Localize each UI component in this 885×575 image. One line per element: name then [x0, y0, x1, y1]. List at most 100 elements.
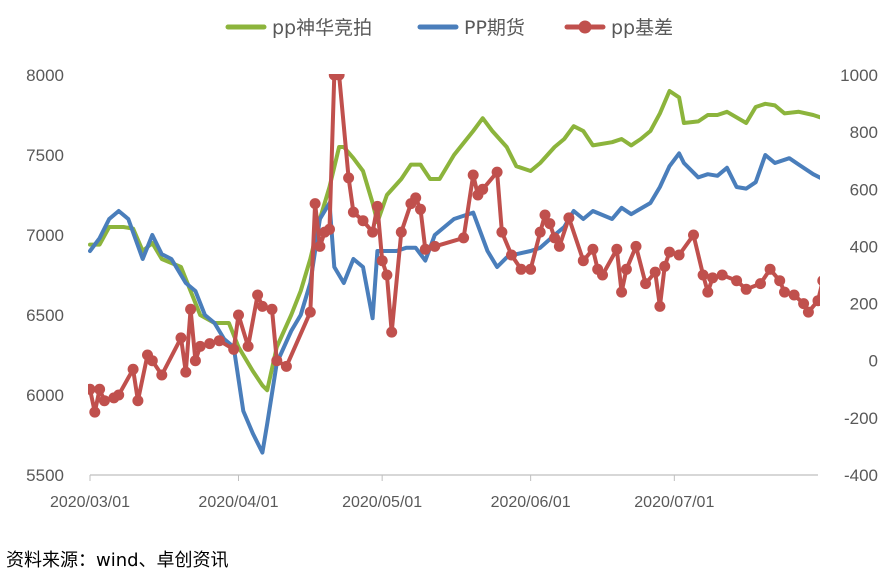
data-point — [654, 300, 666, 312]
data-point — [156, 369, 168, 381]
data-point — [252, 289, 264, 301]
data-point — [314, 240, 326, 252]
y-left-tick-label: 6500 — [26, 306, 64, 325]
data-point — [597, 269, 608, 281]
data-point — [697, 269, 709, 281]
data-point — [180, 366, 192, 378]
data-point — [280, 360, 292, 372]
x-tick-label: 2020/04/01 — [198, 494, 278, 511]
legend-label: pp基差 — [611, 17, 673, 39]
data-point — [410, 192, 422, 204]
source-note: 资料来源：wind、卓创资讯 — [6, 550, 229, 571]
data-point — [812, 295, 820, 307]
y-right-tick-label: 800 — [850, 123, 878, 142]
y-left-tick-label: 7500 — [26, 146, 64, 165]
data-point — [755, 278, 766, 290]
data-point — [381, 269, 393, 281]
data-point — [146, 355, 158, 367]
data-point — [467, 169, 479, 181]
data-point — [415, 203, 426, 215]
y-left-tick-label: 5500 — [26, 466, 64, 485]
y-right-tick-label: -200 — [844, 409, 878, 428]
data-point — [113, 389, 125, 401]
y-left-tick-label: 8000 — [26, 66, 64, 85]
x-tick-label: 2020/05/01 — [342, 494, 422, 511]
data-point — [788, 289, 800, 301]
data-point — [242, 340, 254, 352]
data-point — [544, 218, 556, 230]
data-point — [525, 263, 537, 275]
data-point — [266, 303, 278, 315]
data-point — [764, 263, 776, 275]
data-point — [620, 263, 632, 275]
data-point — [477, 183, 489, 195]
data-point — [856, 321, 867, 332]
data-point — [89, 406, 101, 418]
data-point — [213, 335, 225, 347]
data-point — [553, 240, 565, 252]
legend-label: pp神华竞拍 — [272, 17, 372, 39]
data-point — [367, 226, 379, 238]
data-point — [376, 255, 388, 267]
data-point — [832, 292, 843, 303]
data-point — [664, 246, 675, 258]
data-point — [774, 275, 786, 287]
data-point — [688, 229, 699, 241]
data-point — [233, 309, 244, 321]
data-point — [343, 172, 355, 184]
data-point — [563, 212, 575, 224]
data-point — [347, 206, 359, 218]
legend-marker — [578, 20, 592, 34]
y-right-tick-label: 600 — [850, 180, 878, 199]
data-point — [357, 215, 369, 227]
data-point — [395, 226, 407, 238]
series-2 — [88, 151, 820, 455]
x-tick-label: 2020/03/01 — [50, 494, 130, 511]
y-right-tick-label: 1000 — [840, 66, 878, 85]
data-point — [673, 249, 685, 261]
series-line — [88, 74, 820, 415]
y-right-tick-label: -400 — [844, 466, 878, 485]
legend-label: PP期货 — [464, 17, 525, 39]
series-1 — [88, 89, 820, 393]
data-point — [549, 232, 561, 244]
data-point — [539, 209, 551, 221]
data-point — [822, 310, 833, 321]
series-line — [88, 151, 820, 455]
series-layer — [88, 74, 867, 455]
data-point — [702, 286, 714, 298]
data-point — [175, 332, 187, 344]
series-3 — [88, 74, 867, 418]
data-point — [386, 326, 398, 338]
y-left-tick-label: 7000 — [26, 226, 64, 245]
series-line — [88, 89, 820, 393]
data-point — [707, 272, 719, 284]
data-point — [640, 278, 652, 290]
data-point — [204, 338, 216, 350]
data-point — [127, 363, 139, 375]
data-point — [309, 198, 321, 210]
chart: pp神华竞拍 PP期货 pp基差 2020/03/01 2020/04/01 2020/… — [26, 17, 878, 511]
data-point — [256, 300, 268, 312]
data-point — [419, 243, 431, 255]
data-point — [371, 200, 383, 212]
x-tick-label: 2020/07/01 — [634, 494, 714, 511]
data-point — [587, 243, 599, 255]
data-point — [649, 266, 661, 278]
data-point — [577, 255, 589, 267]
data-point — [324, 223, 335, 235]
data-point — [779, 286, 790, 298]
data-point — [189, 355, 201, 367]
data-point — [228, 343, 240, 355]
data-point — [88, 383, 96, 395]
data-point — [798, 298, 810, 310]
data-point — [333, 74, 345, 81]
axes: 2020/03/01 2020/04/01 2020/05/01 2020/06/01… — [26, 66, 878, 511]
data-point — [429, 240, 441, 252]
y-right-tick-label: 400 — [850, 237, 878, 256]
data-point — [817, 275, 820, 286]
data-point — [611, 243, 623, 255]
data-point — [515, 263, 527, 275]
legend: pp神华竞拍 PP期货 pp基差 — [225, 17, 673, 39]
y-right-tick-label: 0 — [869, 352, 878, 371]
